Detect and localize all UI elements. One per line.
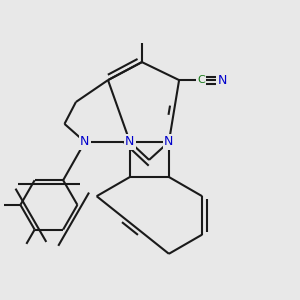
Text: N: N [164,135,174,148]
Text: N: N [80,135,90,148]
Text: N: N [217,74,227,87]
Text: C: C [197,75,205,85]
Text: N: N [125,135,135,148]
